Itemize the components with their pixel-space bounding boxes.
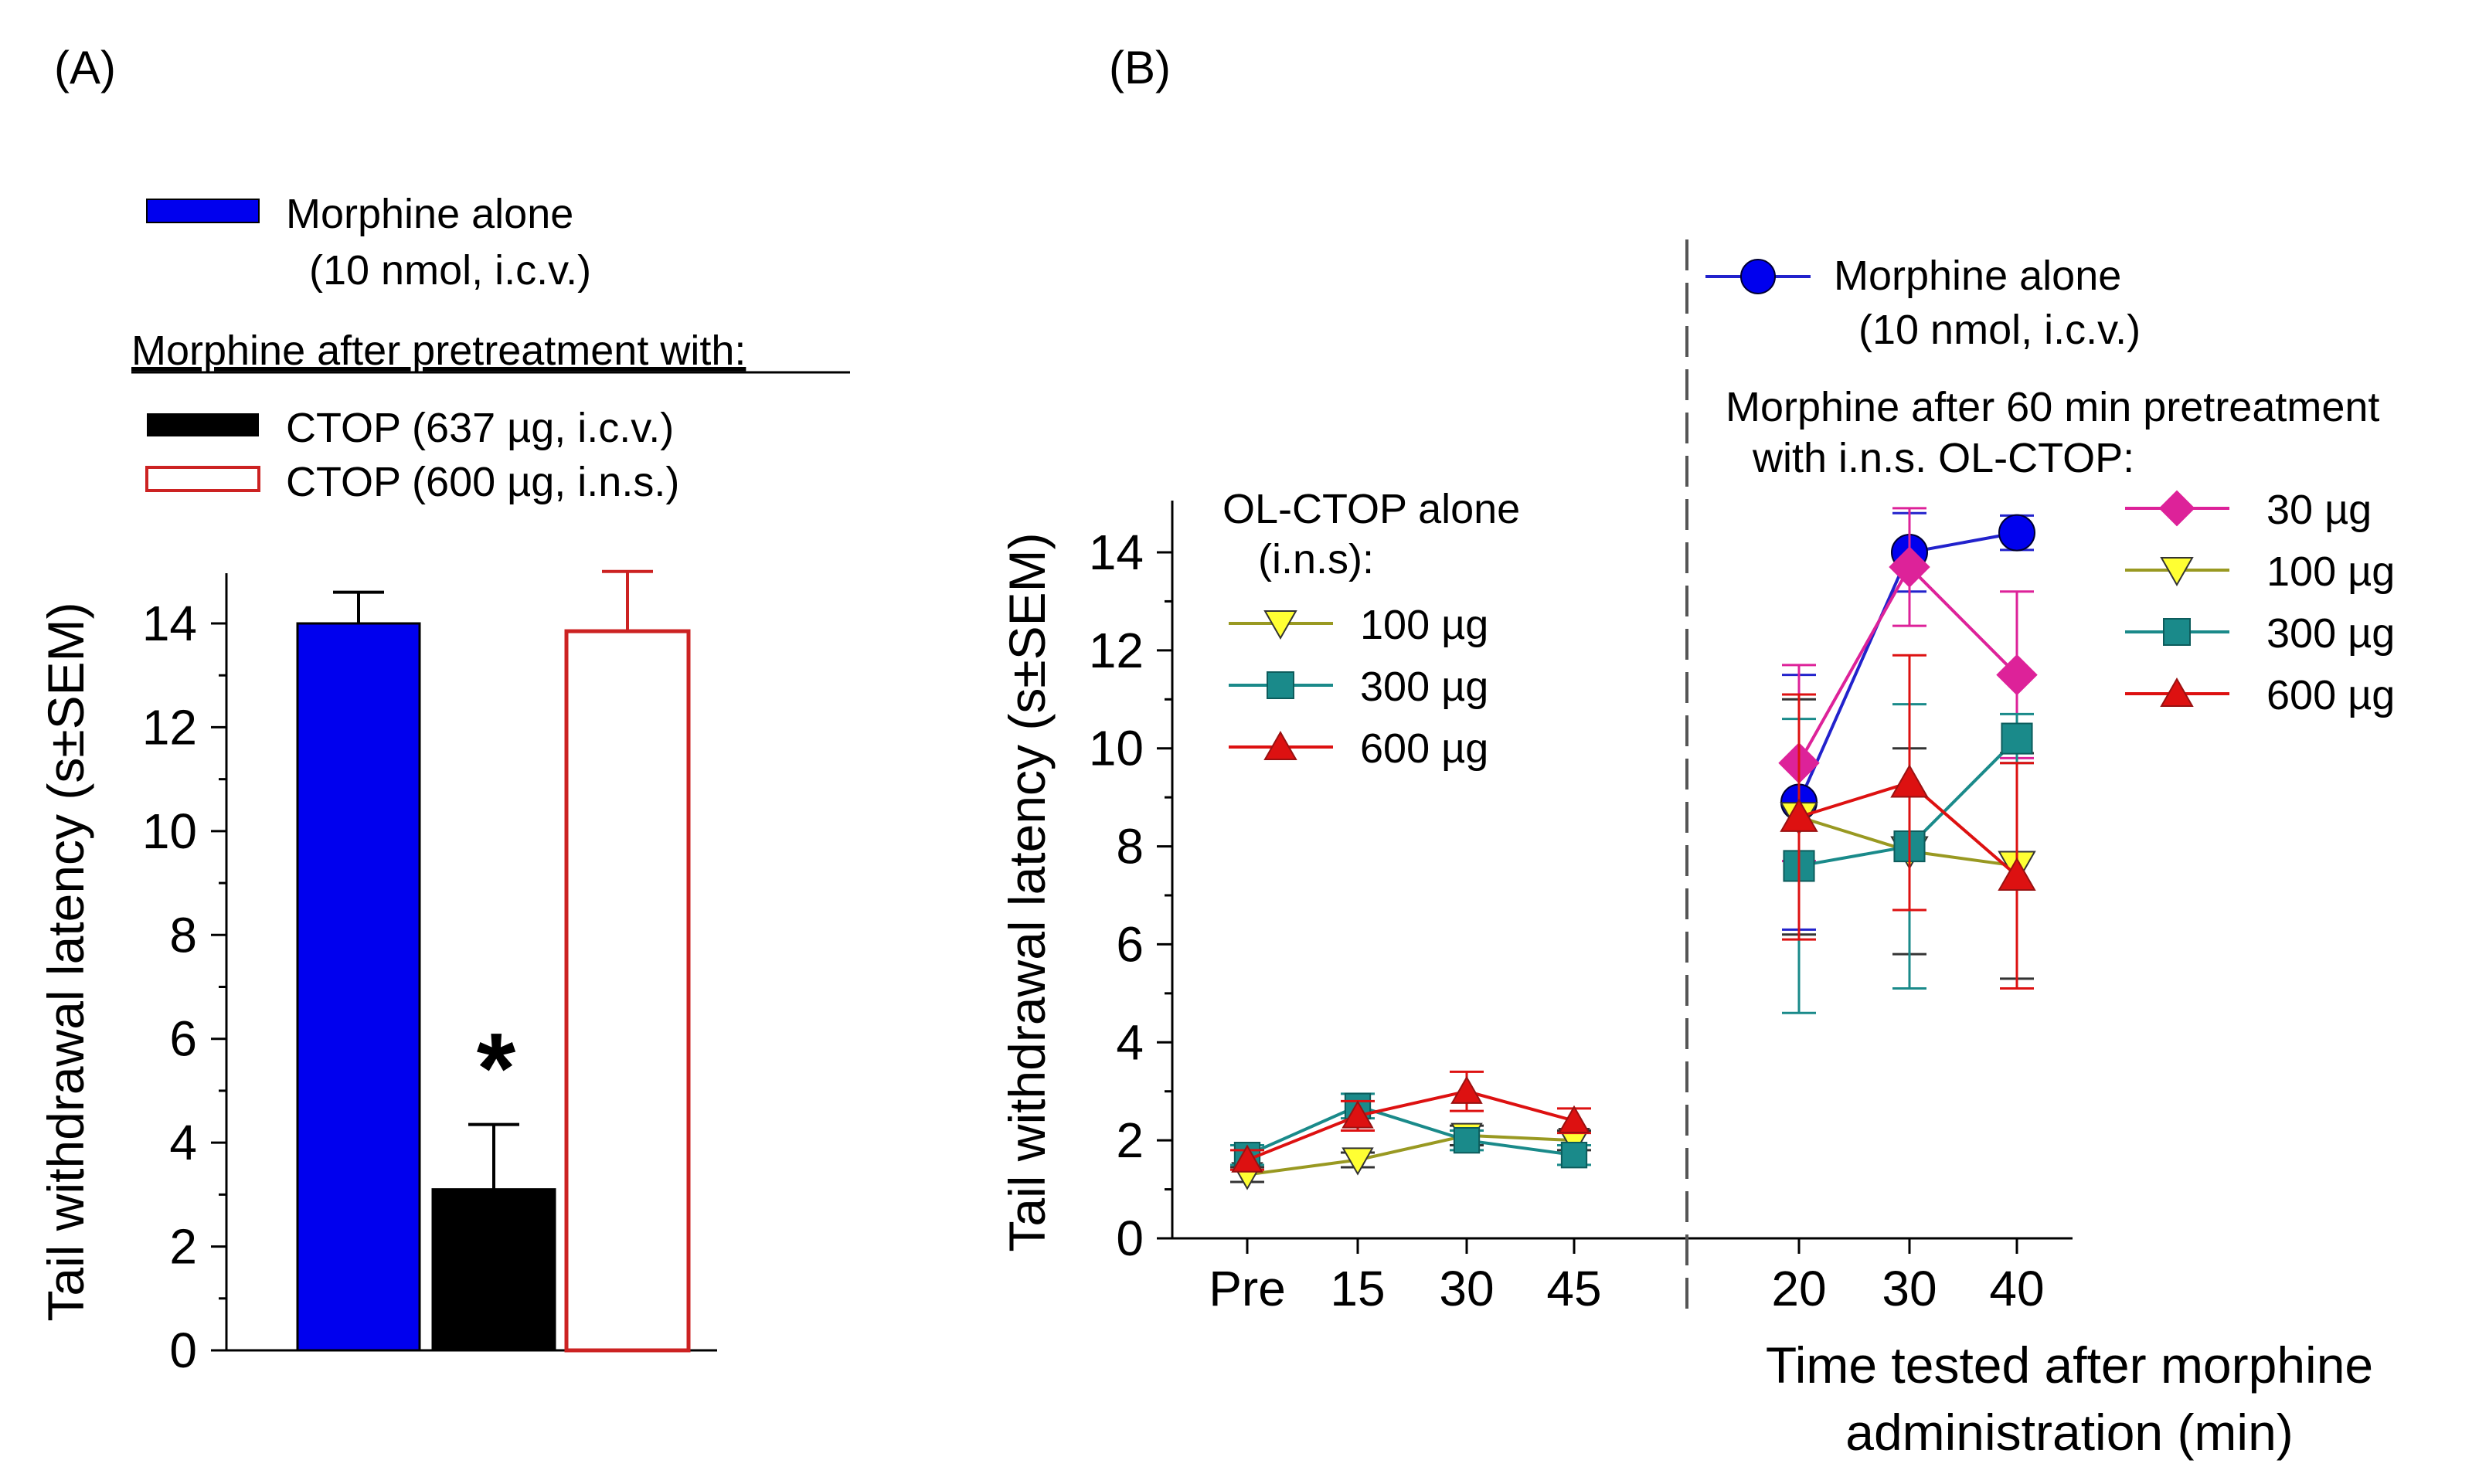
- data-point: [1780, 798, 1818, 832]
- legend-b-pre: 100 µg 300 µg 600 µg: [1229, 602, 1488, 772]
- panel-b-y-tick-label: 8: [1116, 819, 1144, 874]
- panel-b-x-tick-label: 15: [1330, 1261, 1385, 1316]
- panel-a-y-label: Tail withdrawal latency (s±SEM): [37, 602, 94, 1321]
- panel-b-x-tick-label: 30: [1439, 1261, 1494, 1316]
- panel-a-y-tick-label: 6: [169, 1011, 197, 1067]
- data-point: [1450, 1075, 1483, 1104]
- legend-b-morphine-marker: [1740, 259, 1776, 294]
- panel-b-y-label: Tail withdrawal latency (s±SEM): [998, 532, 1056, 1251]
- panel-a-label: (A): [54, 42, 116, 93]
- panel-b-x-label-line2: administration (min): [1845, 1404, 2294, 1461]
- legend-marker: [1263, 610, 1297, 640]
- panel-a-y-tick-label: 10: [142, 803, 197, 859]
- legend-b-post-heading2: with i.n.s. OL-CTOP:: [1752, 435, 2134, 481]
- legend-label: 300 µg: [2266, 610, 2395, 657]
- panel-b-axes: 0 2 4 6 8 10 12 14 Pre 15 30 45 20 30 40: [1089, 239, 2073, 1316]
- legend-marker: [1267, 671, 1294, 699]
- panel-a-y-tick-label: 8: [169, 907, 197, 963]
- legend-a-morphine-sub: (10 nmol, i.c.v.): [309, 247, 591, 294]
- panel-a-axes: 0 2 4 6 8 10 12 14: [142, 573, 717, 1378]
- legend-b-pre-title: OL-CTOP alone: [1222, 486, 1520, 532]
- panel-b-x-tick-label: 30: [1882, 1261, 1937, 1316]
- legend-b-morphine-sub: (10 nmol, i.c.v.): [1858, 307, 2141, 353]
- legend-label: 100 µg: [1360, 602, 1488, 648]
- legend-marker: [1263, 730, 1297, 760]
- data-point: [1560, 1142, 1588, 1169]
- panel-b-y-tick-label: 14: [1089, 525, 1144, 580]
- bar: [431, 1188, 556, 1352]
- data-point: [1998, 857, 2036, 891]
- panel-b-x-label-line1: Time tested after morphine: [1766, 1336, 2373, 1394]
- data-point: [2001, 722, 2033, 755]
- legend-b-post: 30 µg 100 µg 300 µg 600 µg: [2125, 487, 2395, 718]
- series-line: [1246, 1133, 1575, 1177]
- legend-marker: [2163, 618, 2191, 646]
- panel-a-y-tick-label: 2: [169, 1219, 197, 1275]
- panel-b-x-tick-label: 40: [1989, 1261, 2044, 1316]
- series-line: [1246, 1104, 1575, 1157]
- legend-b-pre-subtitle: (i.n.s):: [1258, 536, 1374, 582]
- bar: [564, 629, 691, 1353]
- series-600-g: [1780, 654, 2036, 990]
- legend-b-morphine-label: Morphine alone: [1834, 253, 2121, 299]
- data-point: [1558, 1105, 1590, 1133]
- panel-b-series: [1230, 507, 2038, 1190]
- legend-label: 600 µg: [1360, 725, 1488, 772]
- data-point: [1889, 546, 1930, 588]
- series-line: [1797, 564, 2018, 764]
- legend-a-morphine-label: Morphine alone: [286, 191, 573, 237]
- panel-b-y-tick-label: 10: [1089, 721, 1144, 776]
- data-point: [1996, 654, 2038, 696]
- legend-a-morphine-swatch: [146, 199, 260, 223]
- data-point: [1342, 1100, 1374, 1129]
- panel-b-x-tick-label: 45: [1546, 1261, 1601, 1316]
- legend-label: 600 µg: [2266, 672, 2395, 718]
- bar: [296, 622, 421, 1352]
- data-point: [1998, 514, 2035, 552]
- legend-label: 30 µg: [2266, 487, 2372, 533]
- panel-b-y-tick-label: 0: [1116, 1211, 1144, 1266]
- panel-a-y-tick-label: 0: [169, 1323, 197, 1378]
- series-100-g: [1230, 1122, 1591, 1190]
- legend-a-ctop-ins-label: CTOP (600 µg, i.n.s.): [286, 459, 679, 505]
- panel-b-y-tick-label: 2: [1116, 1112, 1144, 1168]
- legend-a-ctop-ins-swatch: [145, 466, 260, 492]
- panel-a-bars: *: [296, 569, 691, 1353]
- panel-b-x-tick-label: Pre: [1209, 1261, 1286, 1316]
- panel-b-label: (B): [1109, 42, 1171, 93]
- panel-b-y-tick-label: 12: [1089, 623, 1144, 678]
- data-point: [1231, 1144, 1263, 1173]
- panel-b-x-tick-label: 20: [1771, 1261, 1826, 1316]
- data-point: [1342, 1147, 1374, 1176]
- panel-b-y-tick-label: 6: [1116, 916, 1144, 972]
- legend-marker: [2160, 677, 2194, 707]
- legend-marker: [2158, 490, 2195, 527]
- legend-marker: [2160, 557, 2194, 587]
- legend-b-post-heading1: Morphine after 60 min pretreatment: [1726, 384, 2379, 430]
- panel-a-y-tick-label: 4: [169, 1115, 197, 1170]
- legend-label: 100 µg: [2266, 548, 2395, 595]
- legend-a-ctop-icv-swatch: [147, 413, 259, 436]
- panel-b-y-tick-label: 4: [1116, 1014, 1144, 1070]
- panel-a-y-tick-label: 14: [142, 596, 197, 651]
- data-point: [1890, 764, 1929, 798]
- legend-label: 300 µg: [1360, 664, 1488, 710]
- data-point: [1453, 1126, 1481, 1154]
- significance-star: *: [477, 1012, 516, 1125]
- legend-a-ctop-icv-label: CTOP (637 µg, i.c.v.): [286, 405, 674, 451]
- series-line: [1246, 1089, 1575, 1162]
- series-30-g: [1778, 507, 2038, 863]
- series-600-g: [1230, 1070, 1591, 1173]
- panel-a-y-tick-label: 12: [142, 699, 197, 755]
- legend-a-heading: Morphine after pretreatment with:: [131, 328, 746, 374]
